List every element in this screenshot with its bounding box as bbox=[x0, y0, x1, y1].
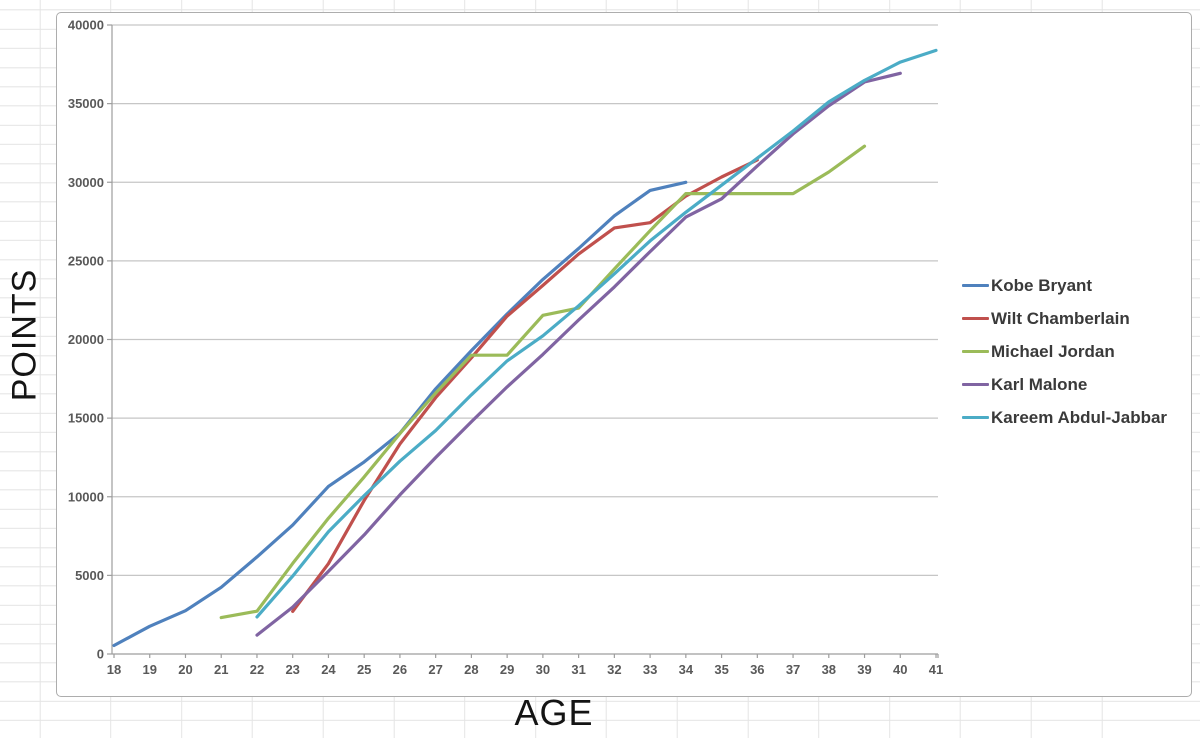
x-tick-label: 39 bbox=[857, 662, 871, 677]
x-tick-label: 37 bbox=[786, 662, 800, 677]
legend-item-kobe-bryant: Kobe Bryant bbox=[962, 269, 1167, 302]
legend-swatch-michael-jordan bbox=[962, 349, 989, 354]
x-tick-label: 40 bbox=[893, 662, 907, 677]
legend-swatch-kobe-bryant bbox=[962, 283, 989, 288]
y-tick-label: 5000 bbox=[75, 568, 104, 583]
legend-swatch-kareem-abdul-jabbar bbox=[962, 415, 989, 420]
legend-label: Karl Malone bbox=[991, 374, 1088, 394]
x-axis-title: AGE bbox=[514, 692, 594, 733]
x-tick-label: 18 bbox=[107, 662, 121, 677]
x-tick-label: 36 bbox=[750, 662, 764, 677]
chart-legend: Kobe Bryant Wilt Chamberlain Michael Jor… bbox=[962, 269, 1167, 434]
x-tick-label: 33 bbox=[643, 662, 657, 677]
y-tick-label: 25000 bbox=[68, 253, 104, 268]
legend-item-karl-malone: Karl Malone bbox=[962, 368, 1167, 401]
x-tick-label: 24 bbox=[321, 662, 336, 677]
y-tick-label: 35000 bbox=[68, 96, 104, 111]
x-tick-label: 26 bbox=[393, 662, 407, 677]
x-tick-label: 35 bbox=[714, 662, 728, 677]
x-tick-label: 38 bbox=[822, 662, 836, 677]
line-chart-plot: 0 5000 10000 15000 20000 25000 30000 35000 40000… bbox=[68, 18, 943, 678]
series-line-michael-jordan bbox=[219, 144, 867, 620]
y-tick-label: 15000 bbox=[68, 411, 104, 426]
legend-label: Kobe Bryant bbox=[991, 275, 1093, 295]
x-tick-label: 20 bbox=[178, 662, 192, 677]
legend-label: Wilt Chamberlain bbox=[991, 308, 1130, 328]
series-line-kobe-bryant bbox=[112, 180, 688, 648]
y-tick-label: 40000 bbox=[68, 18, 104, 33]
legend-item-michael-jordan: Michael Jordan bbox=[962, 335, 1167, 368]
series-line-karl-malone bbox=[255, 71, 902, 637]
x-tick-label: 41 bbox=[929, 662, 943, 677]
x-tick-label: 34 bbox=[679, 662, 694, 677]
series-line-kareem-abdul-jabbar bbox=[255, 48, 938, 619]
x-tick-label: 22 bbox=[250, 662, 264, 677]
legend-label: Kareem Abdul-Jabbar bbox=[991, 407, 1168, 427]
x-tick-label: 29 bbox=[500, 662, 514, 677]
chart-frame: 0 5000 10000 15000 20000 25000 30000 35000 40000… bbox=[56, 12, 1192, 697]
x-tick-label: 32 bbox=[607, 662, 621, 677]
x-tick-label: 27 bbox=[428, 662, 442, 677]
legend-swatch-wilt-chamberlain bbox=[962, 316, 989, 321]
legend-label: Michael Jordan bbox=[991, 341, 1115, 361]
x-tick-label: 31 bbox=[571, 662, 585, 677]
x-tick-label: 25 bbox=[357, 662, 371, 677]
legend-swatch-karl-malone bbox=[962, 382, 989, 387]
y-tick-label: 0 bbox=[97, 647, 104, 662]
series-line-wilt-chamberlain bbox=[291, 158, 759, 614]
x-tick-label: 30 bbox=[536, 662, 550, 677]
x-tick-label: 28 bbox=[464, 662, 478, 677]
legend-item-wilt-chamberlain: Wilt Chamberlain bbox=[962, 302, 1167, 335]
y-tick-label: 20000 bbox=[68, 332, 104, 347]
x-tick-label: 23 bbox=[285, 662, 299, 677]
y-tick-label: 30000 bbox=[68, 175, 104, 190]
x-tick-label: 21 bbox=[214, 662, 228, 677]
x-tick-label: 19 bbox=[143, 662, 157, 677]
y-axis-title: POINTS bbox=[5, 268, 44, 402]
legend-item-kareem-abdul-jabbar: Kareem Abdul-Jabbar bbox=[962, 401, 1167, 434]
y-tick-label: 10000 bbox=[68, 489, 104, 504]
